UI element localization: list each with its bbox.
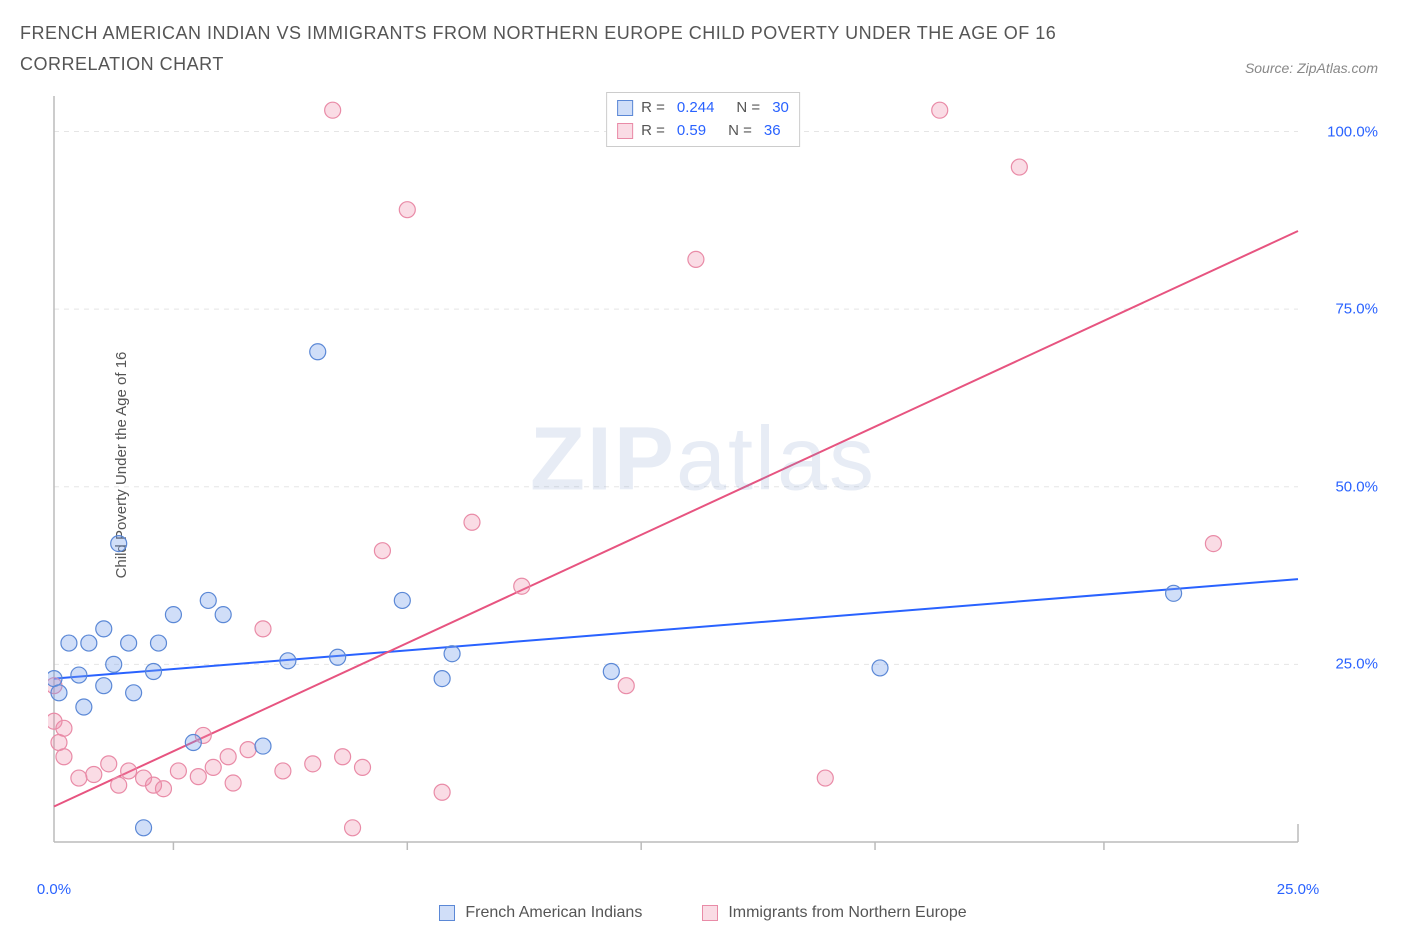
legend-swatch-series-1-bottom — [439, 905, 455, 921]
y-tick-label: 50.0% — [1335, 478, 1378, 495]
legend-r-label-2: R = — [641, 120, 665, 143]
legend-series-1-name: French American Indians — [465, 904, 642, 922]
legend-stats-row: R = 0.59 N = 36 — [617, 120, 789, 143]
y-tick-label: 100.0% — [1327, 123, 1378, 140]
legend-n-label-1: N = — [736, 97, 760, 120]
legend-n-value-1: 30 — [772, 97, 789, 120]
chart-container: FRENCH AMERICAN INDIAN VS IMMIGRANTS FRO… — [0, 0, 1406, 930]
legend-stats-box: R = 0.244 N = 30 R = 0.59 N = 36 — [606, 92, 800, 147]
legend-series-names: French American Indians Immigrants from … — [0, 904, 1406, 922]
legend-stats-row: R = 0.244 N = 30 — [617, 97, 789, 120]
legend-r-value-1: 0.244 — [677, 97, 715, 120]
legend-r-label-1: R = — [641, 97, 665, 120]
legend-r-value-2: 0.59 — [677, 120, 706, 143]
x-tick-label: 0.0% — [37, 881, 71, 898]
legend-n-label-2: N = — [728, 120, 752, 143]
legend-swatch-series-1 — [617, 100, 633, 116]
legend-swatch-series-2 — [617, 123, 633, 139]
legend-item-1: French American Indians — [439, 904, 642, 922]
source-attribution: Source: ZipAtlas.com — [1245, 60, 1378, 76]
legend-series-2-name: Immigrants from Northern Europe — [728, 904, 966, 922]
y-tick-label: 75.0% — [1335, 301, 1378, 318]
plot-svg — [48, 86, 1358, 876]
legend-swatch-series-2-bottom — [702, 905, 718, 921]
chart-title: FRENCH AMERICAN INDIAN VS IMMIGRANTS FRO… — [20, 18, 1166, 79]
legend-item-2: Immigrants from Northern Europe — [702, 904, 966, 922]
legend-n-value-2: 36 — [764, 120, 781, 143]
plot-area — [48, 86, 1358, 876]
y-tick-label: 25.0% — [1335, 656, 1378, 673]
x-tick-label: 25.0% — [1277, 881, 1320, 898]
